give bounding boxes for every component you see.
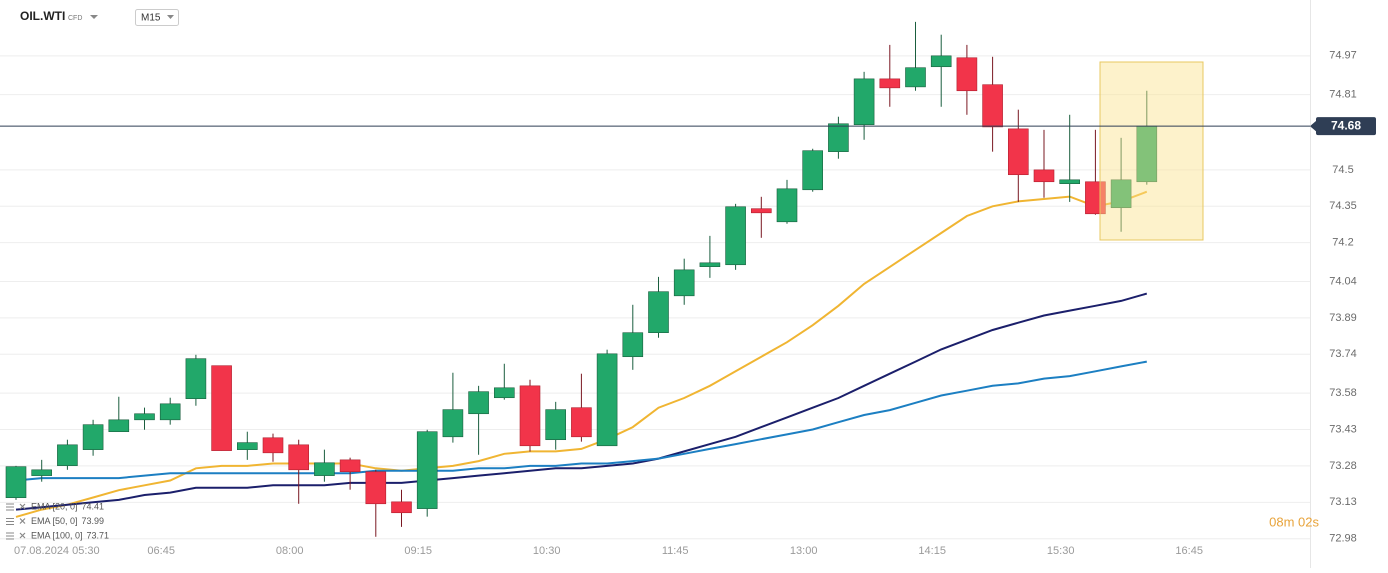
legend-name: EMA [20, 0] xyxy=(31,501,78,511)
candle-body xyxy=(314,462,335,476)
candle-body xyxy=(776,188,798,223)
candle-body xyxy=(982,84,1003,128)
candle-body xyxy=(108,419,130,433)
candle-body xyxy=(725,206,746,266)
highlight-box xyxy=(1099,61,1204,241)
candle-body xyxy=(262,437,284,454)
ema-line xyxy=(15,292,1148,511)
candle-body xyxy=(879,78,901,89)
y-tick-label: 73.74 xyxy=(1329,348,1357,360)
y-tick-label: 72.98 xyxy=(1329,533,1357,545)
candle-body xyxy=(416,431,438,509)
x-tick-label: 09:15 xyxy=(404,545,432,557)
candle-body xyxy=(391,501,412,514)
x-tick-label: 15:30 xyxy=(1047,545,1075,557)
candle-body xyxy=(673,269,695,297)
y-tick-label: 74.5 xyxy=(1332,164,1353,176)
x-tick-label: 07.08.2024 05:30 xyxy=(14,545,100,557)
x-tick-label: 14:15 xyxy=(918,545,946,557)
x-tick-label: 11:45 xyxy=(662,545,689,557)
current-price-pointer xyxy=(1310,120,1317,133)
current-price-label: 74.68 xyxy=(1331,118,1361,132)
x-tick-label: 08:00 xyxy=(276,545,304,557)
legend-value: 73.71 xyxy=(87,530,110,540)
candle-body xyxy=(750,208,772,214)
candle-body xyxy=(468,391,489,415)
candle-body xyxy=(1059,179,1080,184)
y-tick-label: 73.89 xyxy=(1329,312,1357,324)
y-tick-label: 74.81 xyxy=(1329,89,1357,101)
y-tick-label: 74.35 xyxy=(1329,200,1357,212)
y-tick-label: 73.43 xyxy=(1329,423,1357,435)
interval-select[interactable] xyxy=(135,9,179,26)
y-tick-label: 73.13 xyxy=(1329,496,1357,508)
legend-value: 73.99 xyxy=(82,516,105,526)
instrument-type: CFD xyxy=(68,15,82,22)
candle-body xyxy=(956,57,978,92)
ema-line xyxy=(15,360,1147,482)
current-price-box xyxy=(1316,117,1376,136)
legend-close-icon xyxy=(19,503,26,510)
symbol-dropdown[interactable] xyxy=(90,15,98,19)
legend-value: 74.41 xyxy=(82,501,105,511)
candle-body xyxy=(1007,128,1029,176)
candle-body xyxy=(339,459,361,473)
candle-body xyxy=(134,413,155,421)
legend-close-icon xyxy=(19,518,26,524)
legend-menu-icon xyxy=(6,503,14,511)
candle-body xyxy=(699,262,721,267)
interval-dropdown[interactable] xyxy=(167,15,174,19)
x-tick-label: 06:45 xyxy=(147,545,175,557)
candle-body xyxy=(237,442,258,450)
legend-name: EMA [50, 0] xyxy=(31,516,78,526)
x-tick-label: 13:00 xyxy=(790,545,818,557)
legend-menu-icon xyxy=(6,518,14,525)
legend-menu-icon xyxy=(6,532,14,540)
candle-body xyxy=(519,385,541,447)
y-tick-label: 74.2 xyxy=(1332,237,1353,249)
candle-body xyxy=(31,469,53,476)
candle-body xyxy=(1033,169,1055,183)
candle-body xyxy=(365,471,387,505)
y-tick-label: 74.04 xyxy=(1329,275,1357,287)
y-tick-label: 74.97 xyxy=(1329,50,1357,62)
candle-body xyxy=(622,332,644,358)
x-tick-label: 16:45 xyxy=(1175,545,1203,557)
candle-body xyxy=(159,403,181,421)
ema-line xyxy=(15,190,1148,518)
candle-body xyxy=(1110,179,1132,209)
candle-body xyxy=(288,444,310,471)
candle-body xyxy=(571,407,592,438)
legend-close-icon xyxy=(19,532,26,539)
candle-body xyxy=(802,150,824,191)
candle-body xyxy=(648,291,669,333)
interval: M15 xyxy=(141,13,161,24)
candle-body xyxy=(493,387,515,399)
candle-body xyxy=(211,365,232,451)
candle-body xyxy=(5,466,27,499)
candle-body xyxy=(442,409,464,438)
symbol[interactable]: OIL.WTI xyxy=(20,9,65,23)
candle-body xyxy=(82,424,104,450)
candle-body xyxy=(185,358,207,400)
countdown: 08m 02s xyxy=(1269,514,1319,529)
candle-body xyxy=(853,78,875,126)
y-tick-label: 73.58 xyxy=(1329,387,1357,399)
legend-name: EMA [100, 0] xyxy=(31,530,83,540)
candle-body xyxy=(930,55,952,68)
x-tick-label: 10:30 xyxy=(533,545,561,557)
candle-body xyxy=(905,67,926,88)
candle-body xyxy=(545,409,567,441)
candle-body xyxy=(57,444,78,466)
candle-body xyxy=(596,353,618,447)
candle-body xyxy=(828,123,849,152)
y-tick-label: 73.28 xyxy=(1329,460,1357,472)
